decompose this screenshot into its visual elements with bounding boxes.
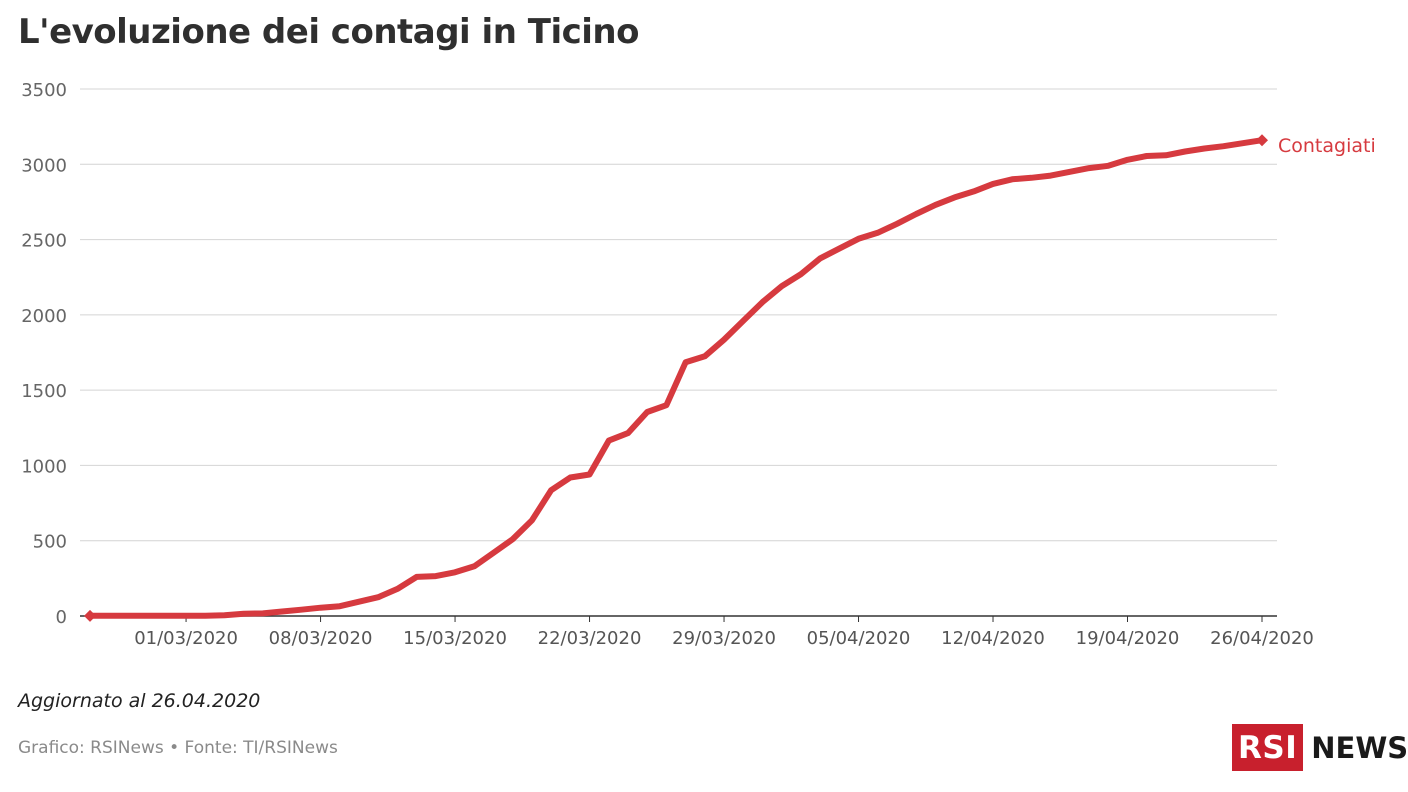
grid-lines <box>80 88 1277 542</box>
y-tick-label: 1000 <box>21 456 67 477</box>
x-axis-ticks: 01/03/2020 08/03/2020 15/03/2020 22/03/2020… <box>134 616 1314 649</box>
x-tick-label: 19/04/2020 <box>1076 628 1180 649</box>
logo-news-text: NEWS <box>1311 730 1408 765</box>
y-tick-label: 1500 <box>21 381 67 402</box>
series-group: Contagiati <box>84 134 1376 622</box>
x-tick-label: 29/03/2020 <box>672 628 776 649</box>
update-note: Aggiornato al 26.04.2020 <box>18 690 261 712</box>
y-axis-ticks: 0 500 1000 1500 2000 2500 3000 3500 <box>21 80 67 628</box>
x-tick-label: 01/03/2020 <box>134 628 238 649</box>
chart-title: L'evoluzione dei contagi in Ticino <box>18 12 639 52</box>
rsi-news-logo: RSI NEWS <box>1232 724 1408 771</box>
y-tick-label: 0 <box>56 607 67 628</box>
x-tick-label: 08/03/2020 <box>269 628 373 649</box>
logo-rsi-mark: RSI <box>1232 724 1304 771</box>
y-tick-label: 2000 <box>21 306 67 327</box>
y-tick-label: 3000 <box>21 155 67 176</box>
x-tick-label: 22/03/2020 <box>538 628 642 649</box>
x-tick-label: 05/04/2020 <box>807 628 911 649</box>
y-tick-label: 2500 <box>21 231 67 252</box>
source-credit: Grafico: RSINews • Fonte: TI/RSINews <box>18 738 338 758</box>
start-point-marker <box>84 609 96 622</box>
series-line-contagiati <box>87 137 1265 619</box>
y-tick-label: 500 <box>33 532 67 553</box>
x-tick-label: 26/04/2020 <box>1210 628 1314 649</box>
y-tick-label: 3500 <box>21 80 67 101</box>
x-tick-label: 12/04/2020 <box>941 628 1045 649</box>
series-label-contagiati: Contagiati <box>1278 135 1376 157</box>
end-point-marker <box>1256 134 1268 147</box>
x-tick-label: 15/03/2020 <box>403 628 507 649</box>
